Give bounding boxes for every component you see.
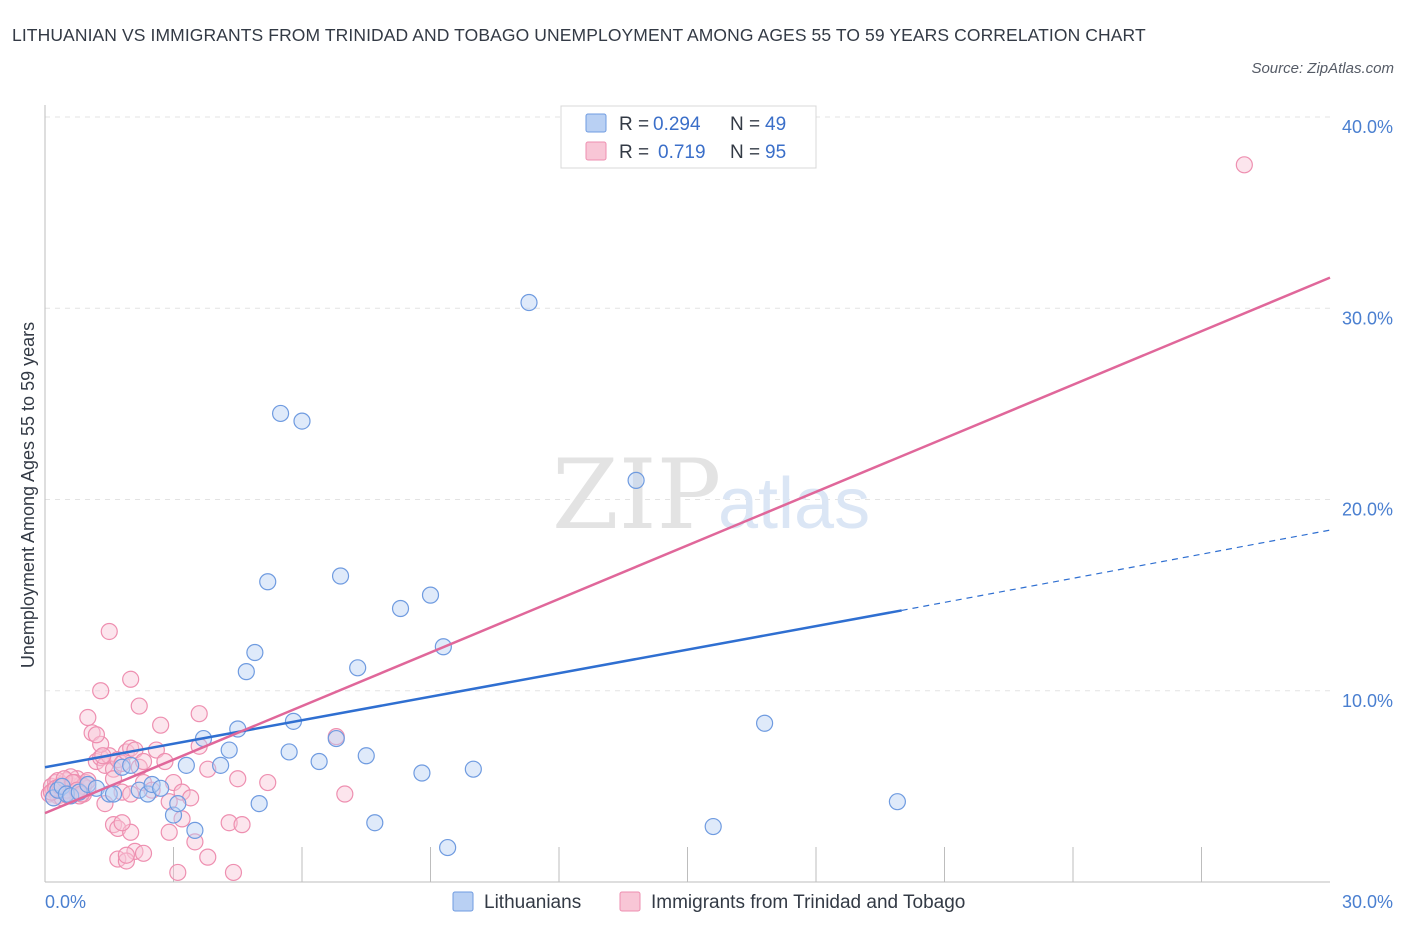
lithuanians-point-27: [271, 404, 290, 423]
trinidad-point-89: [160, 823, 178, 841]
lithuanians-point-47: [888, 793, 906, 811]
gridlines: [45, 116, 1330, 692]
stats-r-value-0: 0.294: [653, 114, 701, 135]
trinidad-point-49: [79, 708, 97, 727]
lithuanians-point-48: [104, 785, 123, 803]
x-tick-label-max: 30.0%: [1342, 892, 1393, 912]
lithuanians-point-26: [259, 573, 277, 591]
lithuanians-point-21: [220, 741, 238, 759]
lithuanians-point-46: [755, 714, 774, 732]
lithuanians-point-34: [349, 659, 367, 677]
trinidad-point-76: [130, 697, 148, 715]
trinidad-point-77: [152, 716, 170, 734]
y-tick-label-3: 40.0%: [1342, 117, 1393, 137]
stats-swatch-trinidad: [585, 141, 607, 161]
lithuanians-point-24: [246, 643, 264, 662]
stats-r-label-1: R =: [619, 142, 649, 163]
lithuanians-point-45: [704, 817, 722, 836]
trinidad-point-56: [122, 785, 140, 803]
lithuanians-point-23: [237, 663, 255, 681]
trinidad-point-74: [92, 682, 110, 700]
trinidad-point-53: [96, 794, 114, 813]
watermark: ZIP atlas: [552, 439, 870, 551]
stats-n-value-1: 95: [765, 142, 786, 163]
trendline-lithuanians: [44, 609, 902, 769]
stats-swatch-lithuanians: [585, 113, 607, 133]
trinidad-point-79: [233, 816, 251, 834]
lithuanians-point-35: [357, 747, 375, 765]
lithuanians-point-16: [169, 794, 187, 813]
stats-n-label-0: N =: [730, 114, 760, 135]
tick-labels: 10.0% 20.0% 30.0% 40.0% 0.0% 30.0%: [45, 117, 1393, 912]
trendline-trinidad: [44, 276, 1331, 815]
trinidad-point-93: [1235, 156, 1253, 174]
trinidad-point-47: [134, 752, 153, 771]
lithuanians-point-18: [186, 821, 204, 839]
lithuanians-point-39: [421, 586, 440, 604]
trinidad-point-75: [122, 670, 140, 688]
legend-label-lithuanians: Lithuanians: [484, 892, 581, 913]
lithuanians-point-42: [464, 760, 482, 778]
trinidad-point-73: [100, 622, 118, 641]
trinidad-point-86: [224, 863, 243, 882]
stats-n-value-0: 49: [765, 114, 786, 135]
trinidad-point-92: [336, 785, 354, 803]
watermark-zip: ZIP: [552, 439, 721, 551]
lithuanians-point-43: [520, 293, 538, 312]
trinidad-point-51: [87, 726, 106, 744]
trinidad-point-69: [259, 773, 277, 792]
stats-r-label-0: R =: [619, 114, 649, 135]
lithuanians-point-31: [310, 752, 328, 771]
trendline-lithuanians-extension: [901, 529, 1331, 612]
trinidad-point-84: [169, 863, 187, 882]
trinidad-point-94: [117, 846, 135, 864]
lithuanians-point-25: [250, 794, 268, 813]
trinidad-point-68: [229, 770, 247, 788]
lithuanians-point-30: [293, 412, 311, 430]
legend-swatch-trinidad: [619, 891, 641, 912]
trinidad-point-67: [220, 814, 238, 832]
chart-title: LITHUANIAN VS IMMIGRANTS FROM TRINIDAD A…: [12, 25, 1146, 45]
lithuanians-point-33: [331, 567, 350, 585]
y-tick-label-0: 10.0%: [1342, 691, 1393, 711]
lithuanians-point-14: [152, 779, 170, 797]
y-axis-label: Unemployment Among Ages 55 to 59 years: [18, 322, 38, 668]
trinidad-point-66: [199, 760, 217, 778]
stats-n-label-1: N =: [730, 142, 760, 163]
lithuanians-point-20: [212, 756, 230, 774]
lithuanians-point-6: [79, 775, 97, 794]
trinidad-point-78: [190, 705, 208, 723]
stats-r-value-1: 0.719: [658, 142, 706, 163]
trinidad-point-81: [134, 844, 153, 862]
trinidad-point-90: [113, 814, 131, 832]
stats-legend: R = 0.294 N = 49 R = 0.719 N = 95: [560, 105, 817, 169]
series-legend: Lithuanians Immigrants from Trinidad and…: [452, 891, 965, 913]
trendlines: [44, 276, 1331, 815]
lithuanians-point-10: [122, 756, 140, 774]
legend-swatch-lithuanians: [452, 891, 474, 912]
y-tick-label-1: 20.0%: [1342, 500, 1393, 520]
lithuanians-point-28: [280, 743, 298, 761]
x-tick-label-min: 0.0%: [45, 892, 86, 912]
y-tick-label-2: 30.0%: [1342, 308, 1393, 328]
lithuanians-point-13: [143, 775, 161, 794]
watermark-atlas: atlas: [718, 464, 870, 544]
legend-label-trinidad: Immigrants from Trinidad and Tobago: [651, 892, 965, 913]
trinidad-point-72: [122, 823, 140, 841]
lithuanians-point-17: [177, 756, 195, 774]
series-lithuanians-points: [44, 293, 906, 857]
lithuanians-point-36: [366, 814, 384, 832]
trinidad-point-83: [117, 852, 135, 870]
chart-source: Source: ZipAtlas.com: [1251, 60, 1394, 77]
lithuanians-point-37: [391, 599, 410, 618]
lithuanians-point-38: [413, 764, 431, 782]
lithuanians-point-32: [327, 729, 345, 748]
lithuanians-point-40: [439, 838, 457, 857]
lithuanians-point-44: [627, 471, 645, 489]
axes: [44, 105, 1330, 883]
trinidad-point-85: [199, 848, 217, 866]
